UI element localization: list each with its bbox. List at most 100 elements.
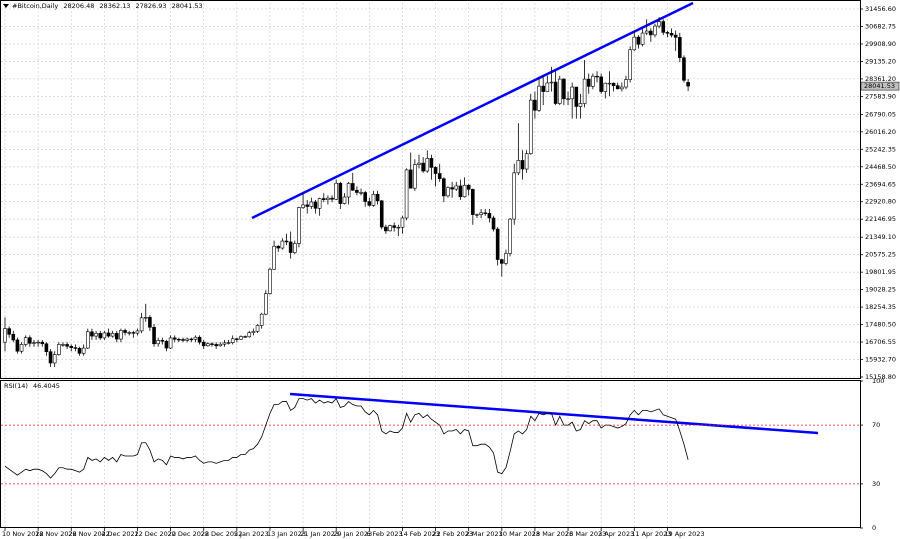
- candle-body: [611, 82, 616, 86]
- candle-body: [442, 178, 446, 197]
- x-tick-label: 10 Mar 2023: [499, 530, 540, 538]
- y-tick-label: 23694.65: [865, 180, 896, 188]
- candle-body: [495, 228, 500, 260]
- candle-body: [649, 30, 653, 36]
- candle-body: [562, 78, 566, 100]
- candle-body: [396, 226, 401, 229]
- candle-body: [44, 343, 49, 352]
- candle-body: [528, 99, 533, 154]
- rsi-y-tick-label: 100: [872, 377, 884, 385]
- y-tick-label: 15158.80: [865, 373, 896, 381]
- candle-body: [292, 243, 297, 253]
- candle-body: [61, 344, 65, 346]
- y-tick-label: 26790.05: [865, 110, 896, 118]
- y-tick-label: 19801.95: [865, 268, 896, 276]
- candle-body: [673, 34, 678, 38]
- price-pane-frame: [0, 0, 861, 379]
- header-low: 27826.93: [136, 2, 167, 10]
- candle-body: [338, 182, 343, 204]
- candle-body: [350, 183, 355, 191]
- y-tick-label: 16706.55: [865, 338, 896, 346]
- rsi-y-tick-label: 0: [872, 524, 876, 532]
- candle-body: [520, 160, 525, 170]
- candle-body: [425, 158, 430, 172]
- candle-body: [491, 217, 496, 230]
- x-tick-label: 18 Mar 2023: [532, 530, 573, 538]
- candle-body: [160, 340, 165, 342]
- candle-body: [586, 78, 591, 87]
- candle-body: [110, 333, 115, 337]
- candle-body: [313, 201, 318, 209]
- candle-body: [86, 331, 90, 349]
- candle-body: [102, 332, 107, 339]
- candle-body: [578, 103, 583, 107]
- candle-body: [156, 340, 160, 345]
- candle-body: [661, 21, 666, 33]
- candle-body: [218, 343, 223, 347]
- x-tick-label: 22 Feb 2023: [433, 530, 473, 538]
- candle-body: [15, 339, 20, 352]
- candle-body: [181, 339, 185, 341]
- candle-body: [400, 217, 405, 228]
- candle-body: [537, 85, 541, 111]
- candle-body: [297, 207, 301, 244]
- candle-body: [417, 162, 421, 165]
- y-tick-label: 30682.75: [865, 22, 896, 30]
- x-tick-label: 26 Nov 2022: [68, 530, 110, 538]
- candle-body: [557, 78, 562, 104]
- candle-body: [392, 225, 396, 228]
- menu-arrow[interactable]: [3, 4, 9, 8]
- candle-body: [235, 338, 239, 340]
- y-tick-label: 22146.95: [865, 215, 896, 223]
- candle-body: [375, 193, 380, 202]
- candle-body: [682, 57, 686, 81]
- candle-body: [342, 196, 347, 204]
- candle-body: [19, 344, 24, 352]
- candle-body: [28, 337, 32, 344]
- current-price-box: [860, 81, 900, 91]
- candle-body: [139, 317, 144, 332]
- candle-body: [599, 76, 603, 92]
- candle-body: [114, 333, 119, 340]
- candle-body: [475, 214, 479, 216]
- y-tick-label: 25242.35: [865, 145, 896, 153]
- header-open: 28206.48: [63, 2, 94, 10]
- candle-body: [197, 336, 202, 343]
- candle-body: [516, 160, 521, 174]
- candle-body: [624, 79, 628, 88]
- x-tick-label: 21 Jan 2023: [300, 530, 339, 538]
- header-close: 28041.53: [172, 2, 203, 10]
- candle-body: [73, 347, 78, 349]
- y-tick-label: 17480.50: [865, 321, 896, 329]
- candle-body: [168, 337, 173, 349]
- candle-body: [346, 183, 351, 198]
- candle-body: [458, 185, 463, 198]
- candle-body: [264, 293, 268, 315]
- candle-body: [499, 259, 504, 264]
- candle-body: [615, 85, 620, 90]
- candle-body: [326, 197, 330, 201]
- candle-body: [280, 240, 285, 249]
- candle-body: [81, 347, 86, 354]
- candle-body: [632, 36, 637, 51]
- candle-body: [52, 354, 57, 364]
- candle-body: [570, 86, 574, 100]
- y-tick-label: 18254.35: [865, 303, 896, 311]
- candle-body: [437, 173, 442, 180]
- header-high: 28362.13: [99, 2, 130, 10]
- x-tick-label: 10 Nov 2022: [2, 530, 44, 538]
- rsi-pane-frame: [0, 380, 861, 528]
- candle-body: [644, 30, 649, 34]
- candle-body: [603, 82, 608, 92]
- rsi-y-tick-label: 70: [872, 421, 880, 429]
- rsi-line: [4, 397, 689, 479]
- candle-body: [321, 198, 326, 201]
- candle-body: [90, 331, 94, 337]
- candle-body: [595, 75, 599, 78]
- candle-body: [640, 32, 645, 45]
- y-tick-label: 31456.60: [865, 5, 896, 13]
- rsi-title: RSI(14): [4, 382, 28, 390]
- candle-body: [32, 342, 36, 344]
